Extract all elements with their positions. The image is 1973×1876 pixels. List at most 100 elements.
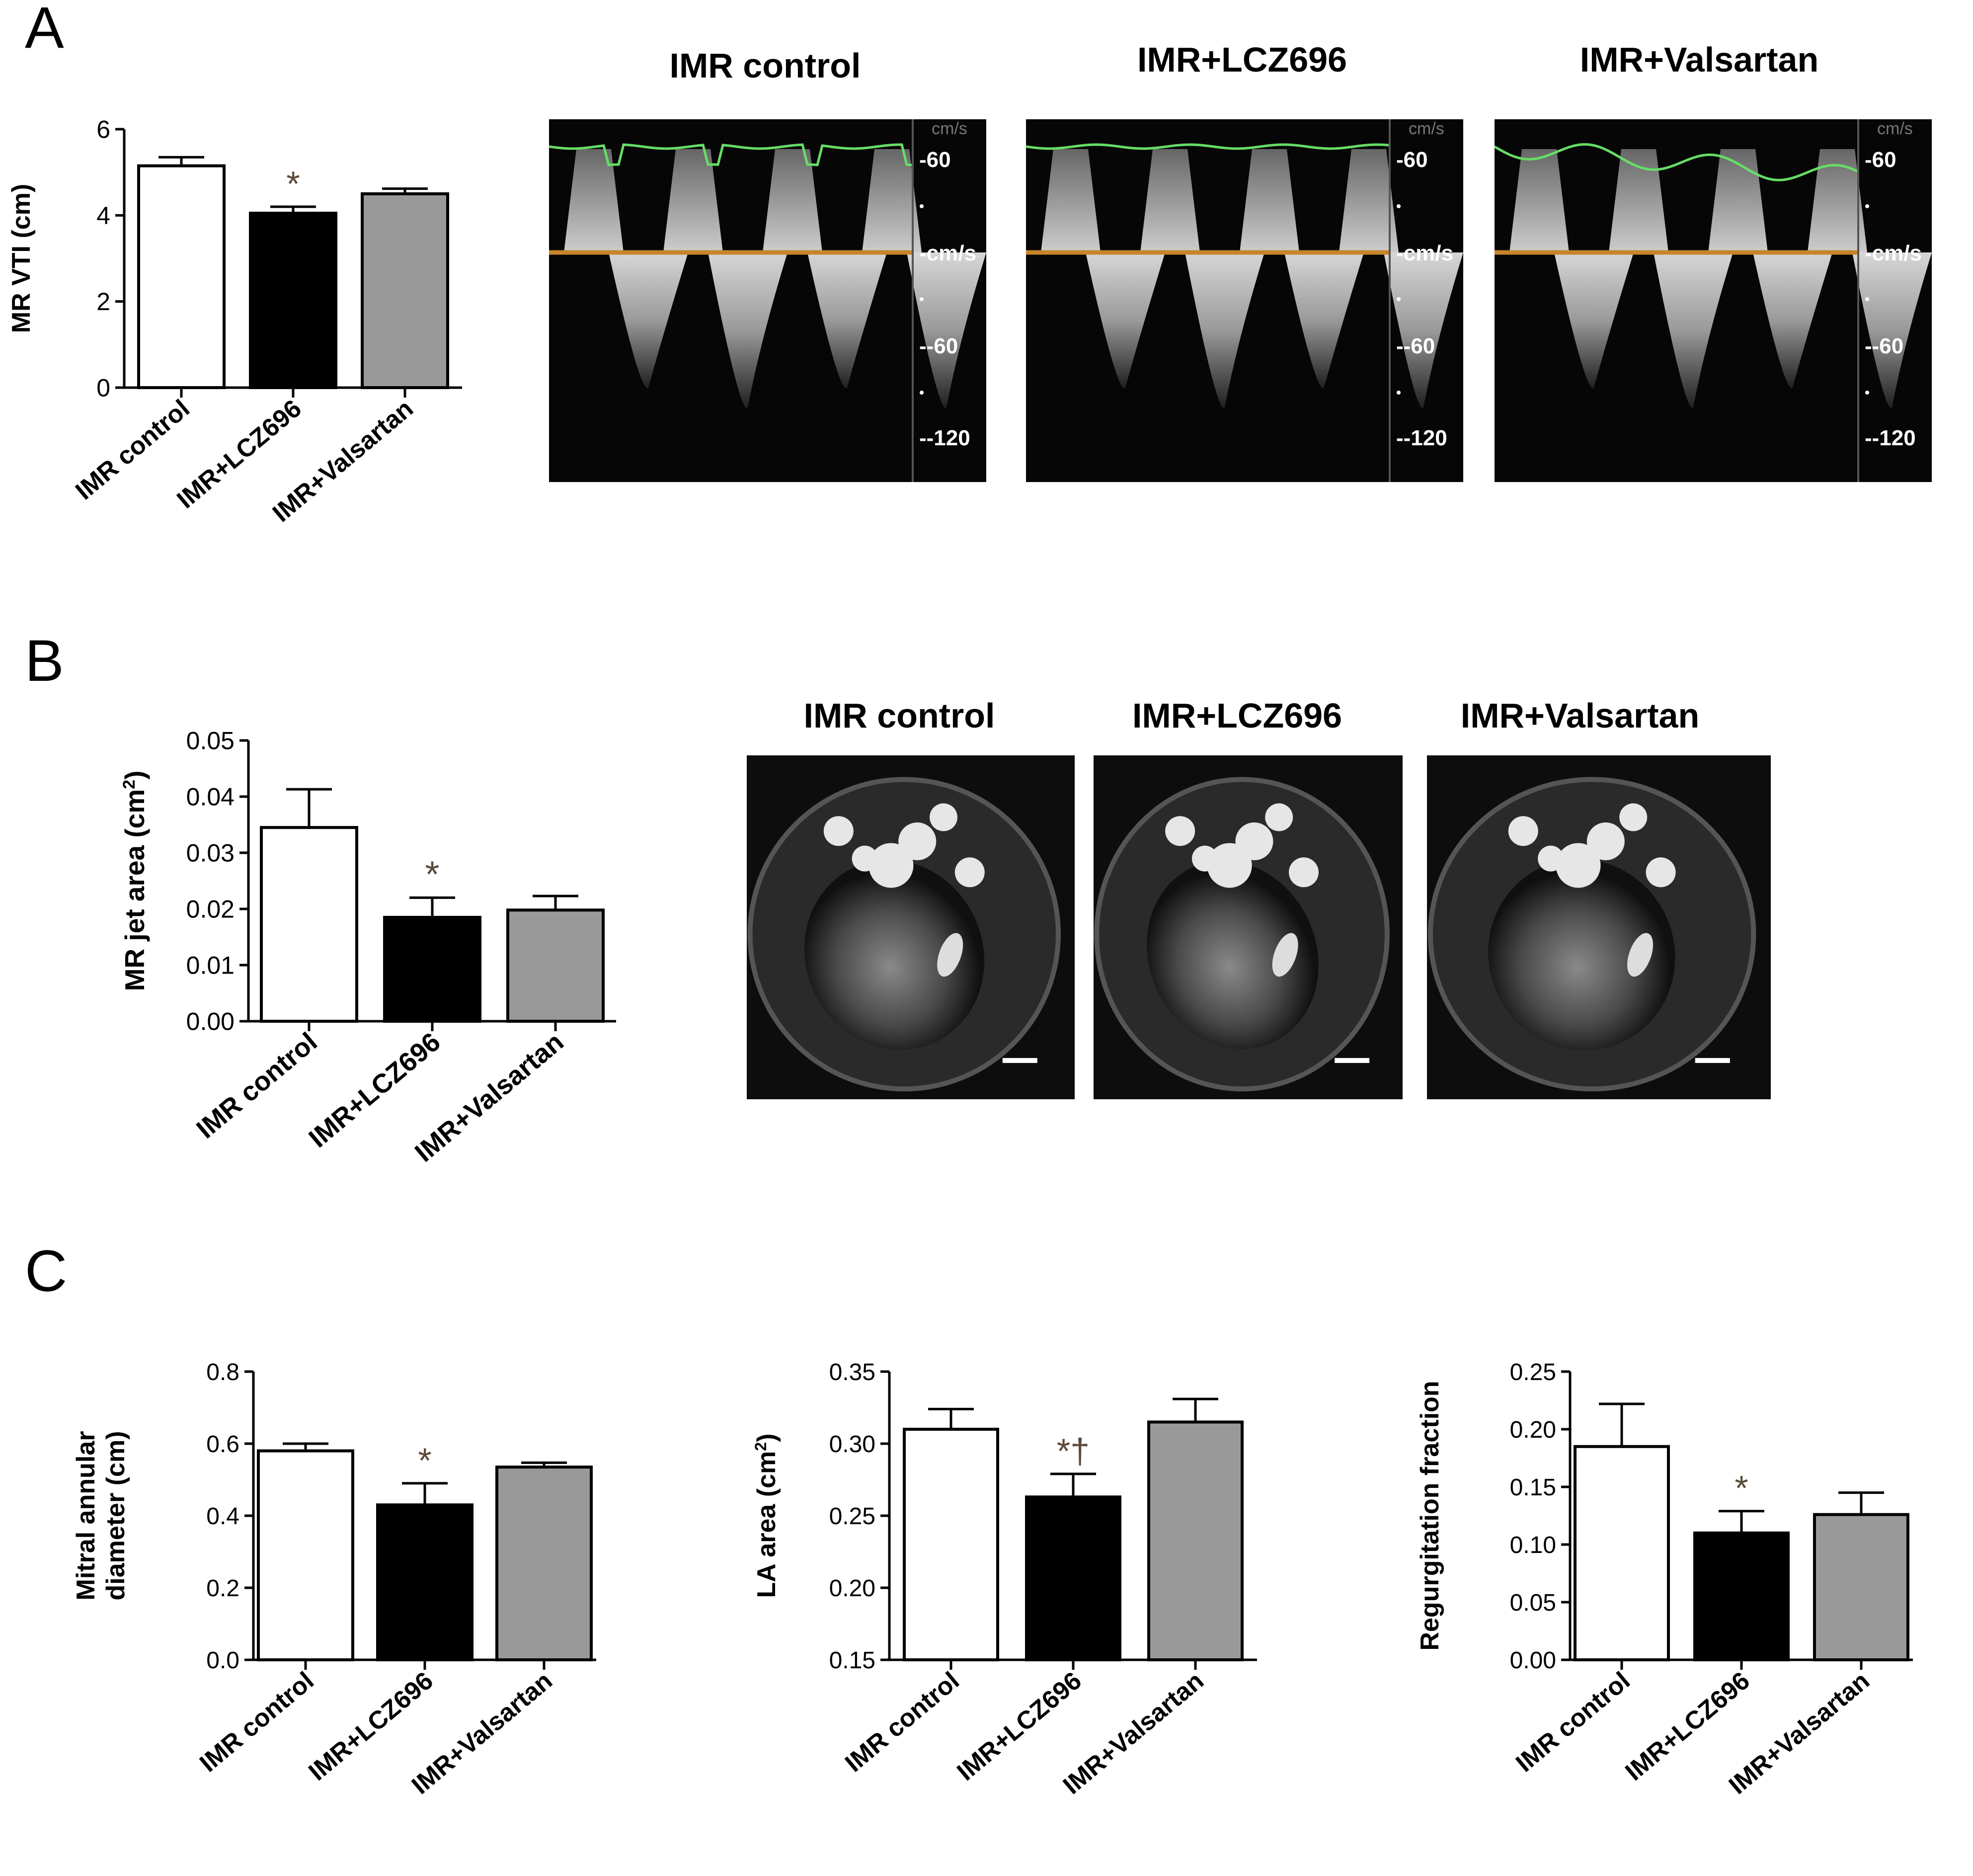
doppler-regurgitant-jet xyxy=(907,252,986,408)
scale-dot xyxy=(920,297,924,301)
bar-2 xyxy=(1693,1531,1790,1661)
y-axis-label: MR jet area (cm2) xyxy=(119,771,150,991)
scale-dot xyxy=(920,204,924,208)
significance-marker: * xyxy=(1735,1468,1748,1508)
bar-2 xyxy=(249,212,337,389)
doppler-forward-flow xyxy=(763,149,822,252)
doppler-regurgitant-jet xyxy=(1284,252,1364,389)
category-label: IMR control xyxy=(191,1027,323,1144)
mri-title-lcz696: IMR+LCZ696 xyxy=(1132,696,1342,735)
doppler-forward-flow xyxy=(564,149,624,252)
mri-image-control xyxy=(747,755,1075,1099)
doppler-forward-flow xyxy=(1509,149,1569,252)
scale-dot xyxy=(1865,391,1869,395)
ecg-trace xyxy=(549,143,912,166)
mri-title-control: IMR control xyxy=(803,696,995,735)
scale-label-top-units: cm/s xyxy=(1409,119,1444,138)
significance-marker: * xyxy=(286,164,300,203)
y-tick-label: 0.02 xyxy=(186,896,235,923)
y-axis-label-end: ) xyxy=(119,771,150,780)
y-axis-label: LA area (cm2) xyxy=(752,1433,781,1598)
y-axis-label-group: Regurgitation fraction xyxy=(1416,1381,1444,1650)
y-axis-label-group: Mitral annular diameter (cm) xyxy=(72,1431,130,1601)
y-axis-label-group: LA area (cm2) xyxy=(752,1433,781,1598)
y-axis-label-superscript: 2 xyxy=(120,780,139,789)
y-tick-label: 0.01 xyxy=(186,952,235,979)
scale-label: --120 xyxy=(1865,426,1916,450)
y-tick-label: 0.15 xyxy=(1510,1474,1556,1501)
bar-2 xyxy=(383,915,481,1023)
scale-label: -60 xyxy=(1396,148,1428,172)
doppler-forward-flow xyxy=(1240,149,1299,252)
heart xyxy=(804,860,985,1050)
doppler-title-control: IMR control xyxy=(669,46,861,85)
ecg-trace xyxy=(1026,143,1389,150)
y-tick-label: 0.03 xyxy=(186,839,235,867)
y-tick-label: 6 xyxy=(96,116,110,144)
y-tick-label: 0.0 xyxy=(206,1647,239,1674)
scale-label: --120 xyxy=(1396,426,1447,450)
bar-1 xyxy=(903,1428,999,1661)
scale-dot xyxy=(1397,297,1401,301)
y-axis-label-group: MR jet area (cm2) xyxy=(119,771,150,991)
bright-vessel xyxy=(1288,857,1319,888)
bright-vessel xyxy=(954,857,985,888)
scale-label: --60 xyxy=(919,334,958,358)
scale-dot xyxy=(920,391,924,395)
scale-label: --60 xyxy=(1396,334,1435,358)
scale-dot xyxy=(1397,204,1401,208)
doppler-regurgitant-jet xyxy=(1654,252,1733,408)
doppler-forward-flow xyxy=(1609,149,1668,252)
bright-vessel xyxy=(1556,843,1601,888)
bright-vessel xyxy=(852,845,878,872)
y-tick-label: 0.8 xyxy=(206,1359,239,1386)
y-axis-label: Mitral annular xyxy=(72,1431,100,1601)
bar-3 xyxy=(1813,1513,1909,1661)
doppler-regurgitant-jet xyxy=(609,252,688,389)
doppler-forward-flow xyxy=(862,149,922,252)
bright-structure xyxy=(1272,933,1298,977)
scale-label: --60 xyxy=(1865,334,1903,358)
bright-vessel xyxy=(1207,843,1252,888)
scale-dot xyxy=(1865,204,1869,208)
significance-marker: * xyxy=(425,853,440,895)
bright-vessel xyxy=(1265,803,1293,831)
bright-vessel xyxy=(1619,803,1648,831)
y-axis-label: Regurgitation fraction xyxy=(1416,1381,1444,1650)
category-label: IMR+LCZ696 xyxy=(951,1666,1087,1786)
y-tick-label: 0.04 xyxy=(186,783,235,811)
doppler-forward-flow xyxy=(1808,149,1867,252)
panel-label-c: C xyxy=(25,1238,68,1304)
y-tick-label: 0.20 xyxy=(829,1575,875,1602)
y-tick-label: 4 xyxy=(96,202,110,230)
bar-2 xyxy=(1025,1495,1121,1661)
category-label: IMR control xyxy=(840,1666,964,1778)
heart xyxy=(1488,859,1675,1051)
category-label: IMR control xyxy=(194,1666,319,1778)
doppler-regurgitant-jet xyxy=(1554,252,1634,389)
y-tick-label: 0.25 xyxy=(1510,1359,1556,1386)
doppler-forward-flow xyxy=(1140,149,1200,252)
bar-1 xyxy=(1574,1445,1670,1661)
scale-label: --120 xyxy=(919,426,970,450)
ecg-trace xyxy=(1495,143,1858,181)
bar-3 xyxy=(1147,1420,1244,1661)
bright-vessel xyxy=(823,816,854,846)
y-tick-label: 0.2 xyxy=(206,1575,239,1602)
scale-label: -60 xyxy=(1865,148,1896,172)
y-axis-label-end: ) xyxy=(752,1433,781,1442)
bright-vessel xyxy=(868,843,914,888)
y-tick-label: 0.6 xyxy=(206,1431,239,1458)
bar-2 xyxy=(376,1503,474,1661)
significance-marker: * xyxy=(418,1441,431,1480)
y-tick-label: 0.20 xyxy=(1510,1417,1556,1443)
bright-vessel xyxy=(1646,857,1676,888)
bar-1 xyxy=(257,1449,354,1661)
bright-vessel xyxy=(930,803,957,831)
doppler-image-control: cm/s -60 -cm/s --60 --120 xyxy=(549,119,986,482)
panel-label-b: B xyxy=(25,628,64,694)
scale-bar xyxy=(1695,1058,1730,1063)
significance-marker: *† xyxy=(1057,1431,1090,1470)
scale-dot xyxy=(1865,297,1869,301)
category-label: IMR control xyxy=(1510,1666,1635,1778)
